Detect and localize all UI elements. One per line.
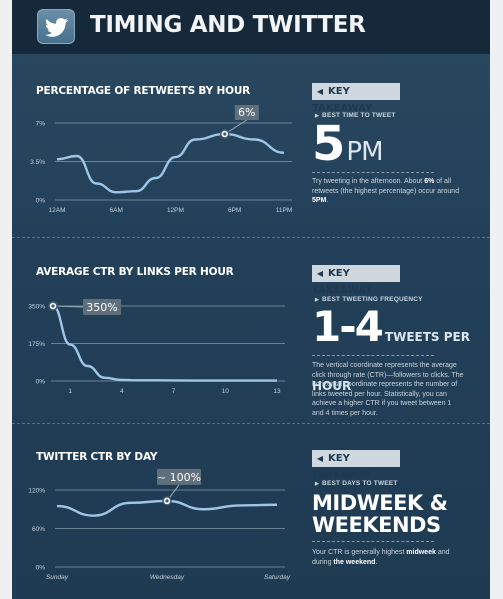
y-tick-label: 175% [28,341,45,348]
ctr-by-links-chart: 0% 175% 350% 1 4 7 10 13 350% [28,299,285,395]
retweets-by-hour-chart: 0% 3.5% 7% 12AM 6AM 12PM 6PM 11PM 6% [30,105,293,214]
twitter-bird-icon [37,9,75,44]
x-tick-label: 12PM [167,207,184,214]
arrow-left-icon: ◀ [316,269,324,278]
callout-label: 350% [86,301,117,314]
x-tick-label: Saturday [264,574,291,581]
takeaway-subtitle: ▶ BEST DAYS TO TWEET [315,480,398,487]
y-tick-label: 7% [36,121,46,128]
callout-label: 6% [238,106,255,119]
callout-box [234,105,259,120]
triangle-bullet-icon: ▶ [315,113,320,119]
y-tick-label: 120% [28,488,45,495]
series-line [52,304,277,382]
x-tick-label: 11PM [276,207,293,214]
highlight-point-center [51,304,55,308]
takeaway-description: The vertical coordinate represents the a… [312,362,464,417]
takeaway-description: Try tweeting in the afternoon. About 6% … [312,178,460,204]
x-tick-label: 10 [222,388,230,395]
frequency-value: 1-4 TWEETS PER HOUR [312,302,470,393]
chart-title-retweets: PERCENTAGE OF RETWEETS BY HOUR [36,85,251,97]
key-takeaway-badge: ◀ KEY TAKEAWAY [312,83,400,114]
triangle-bullet-icon: ▶ [315,297,320,303]
arrow-left-icon: ◀ [316,87,324,96]
highlight-point-center [223,132,227,136]
x-tick-label: 7 [172,388,176,395]
section-divider [12,423,490,424]
takeaway-subtitle: ▶ BEST TIME TO TWEET [315,112,396,119]
callout-box [83,299,121,315]
triangle-bullet-icon: ▶ [315,481,320,487]
x-tick-label: 1 [68,388,72,395]
header: TIMING AND TWITTER [12,0,490,54]
y-tick-label: 0% [36,565,46,572]
x-tick-label: Wednesday [150,574,185,581]
page-title: TIMING AND TWITTER [90,12,366,38]
best-days-value: MIDWEEK & WEEKENDS [312,491,448,537]
arrow-left-icon: ◀ [316,454,324,463]
x-tick-label: 13 [273,388,281,395]
takeaway-description: Your CTR is generally highest midweek an… [312,549,450,566]
x-tick-label: 6AM [110,207,123,214]
y-tick-label: 3.5% [30,159,45,166]
divider-rule [312,355,434,356]
takeaway-subtitle: ▶ BEST TWEETING FREQUENCY [315,296,423,303]
chart-title-ctr-links: AVERAGE CTR BY LINKS PER HOUR [36,266,234,278]
y-tick-label: 0% [36,379,46,386]
divider-rule [312,172,434,173]
key-takeaway-badge: ◀ KEY TAKEAWAY [312,265,400,296]
x-tick-label: 12AM [49,207,66,214]
y-tick-label: 60% [32,526,45,533]
highlight-point-center [165,499,169,503]
y-tick-label: 350% [28,304,45,311]
callout-leader [52,305,84,308]
infographic: TIMING AND TWITTER PERCENTAGE OF RETWEET… [12,0,490,599]
y-tick-label: 0% [36,198,46,205]
series-line [56,132,285,194]
ctr-by-day-chart: 0% 60% 120% Sunday Wednesday Saturday ~ 100% [28,468,291,581]
key-takeaway-badge: ◀ KEY TAKEAWAY [312,450,400,481]
callout-box [157,468,201,485]
chart-title-ctr-day: TWITTER CTR BY DAY [36,451,158,463]
x-tick-label: 4 [120,388,124,395]
divider-rule [312,541,434,542]
x-tick-label: 6PM [228,207,241,214]
best-time-value: 5PM [312,116,384,172]
x-tick-label: Sunday [46,574,69,581]
section-divider [12,237,490,238]
callout-label: ~ 100% [157,471,201,484]
